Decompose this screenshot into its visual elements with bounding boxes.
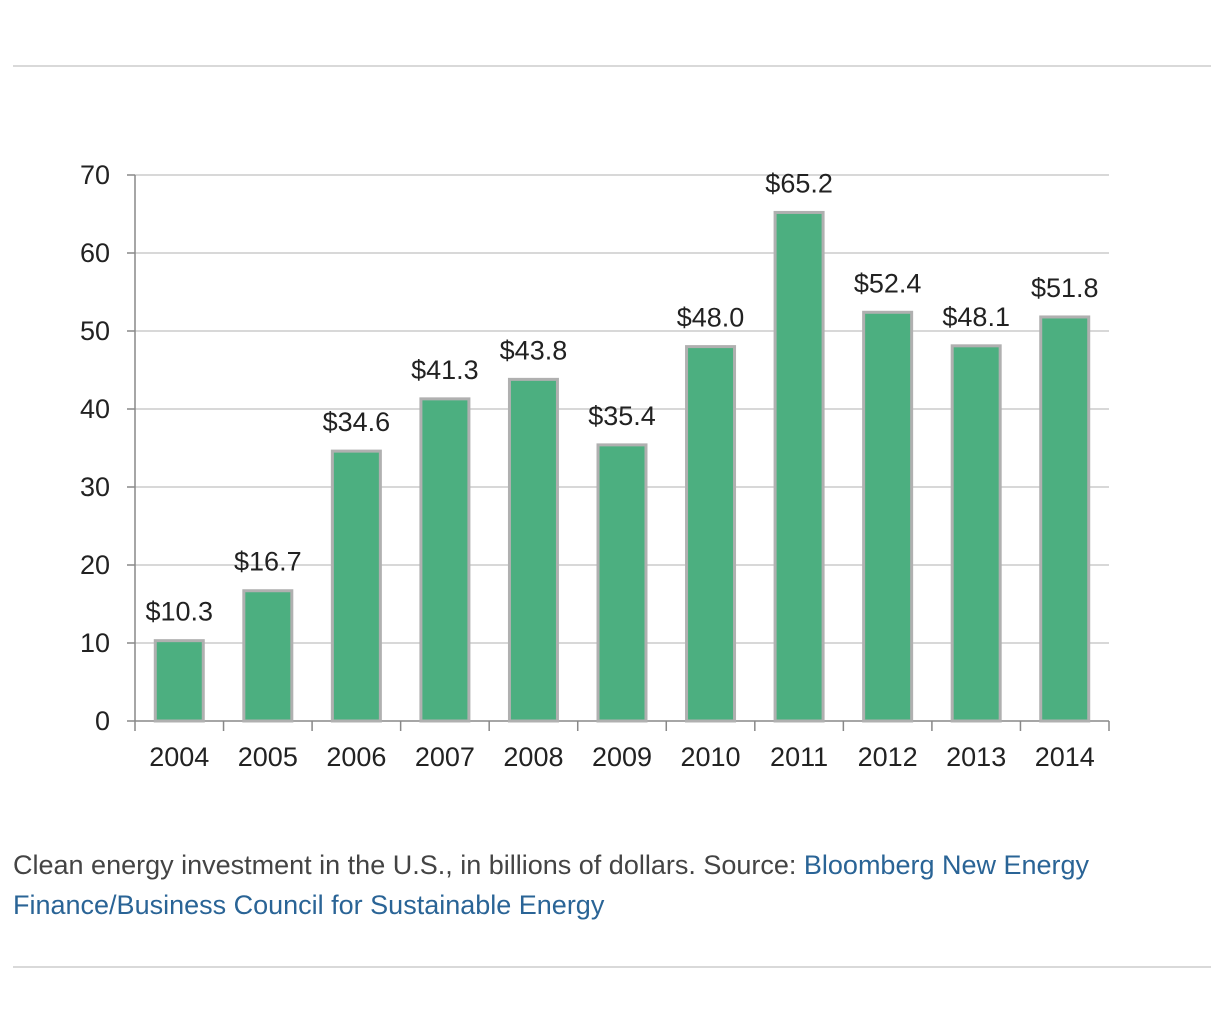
data-label-2012: $52.4 bbox=[854, 268, 922, 298]
figure-caption: Clean energy investment in the U.S., in … bbox=[13, 845, 1193, 925]
data-label-2011: $65.2 bbox=[765, 168, 833, 198]
x-tick-label-2006: 2006 bbox=[326, 742, 386, 772]
data-label-2004: $10.3 bbox=[145, 597, 213, 627]
x-tick-label-2012: 2012 bbox=[858, 742, 918, 772]
x-tick-label-2010: 2010 bbox=[681, 742, 741, 772]
bottom-divider bbox=[13, 966, 1211, 968]
data-label-2008: $43.8 bbox=[500, 335, 568, 365]
data-label-2013: $48.1 bbox=[942, 302, 1010, 332]
x-tick-label-2008: 2008 bbox=[503, 742, 563, 772]
data-label-2007: $41.3 bbox=[411, 355, 479, 385]
data-label-2005: $16.7 bbox=[234, 547, 302, 577]
y-tick-label: 50 bbox=[80, 316, 110, 346]
bar-2010 bbox=[685, 345, 737, 723]
caption-text: Clean energy investment in the U.S., in … bbox=[13, 850, 804, 880]
y-tick-label: 30 bbox=[80, 472, 110, 502]
source-link[interactable]: Bloomberg New Energy Finance/Business Co… bbox=[13, 850, 1090, 920]
x-tick-label-2009: 2009 bbox=[592, 742, 652, 772]
x-tick-label-2007: 2007 bbox=[415, 742, 475, 772]
x-tick-label-2013: 2013 bbox=[946, 742, 1006, 772]
x-tick-label-2011: 2011 bbox=[770, 742, 828, 772]
data-label-2006: $34.6 bbox=[323, 407, 391, 437]
bar-2011 bbox=[773, 210, 825, 723]
y-tick-label: 0 bbox=[95, 706, 110, 736]
y-tick-label: 70 bbox=[80, 160, 110, 190]
y-tick-label: 40 bbox=[80, 394, 110, 424]
bar-2007 bbox=[419, 397, 471, 723]
bar-2004 bbox=[153, 639, 205, 723]
y-tick-label: 10 bbox=[80, 628, 110, 658]
bar-2012 bbox=[862, 310, 914, 723]
top-divider bbox=[13, 65, 1211, 67]
x-tick-label-2004: 2004 bbox=[149, 742, 209, 772]
bar-chart: 0 10 20 30 40 50 60 70 $10.3 2004 $16.7 2005 $34.6 20… bbox=[0, 120, 1232, 820]
x-tick-label-2014: 2014 bbox=[1035, 742, 1095, 772]
chart-svg: 0 10 20 30 40 50 60 70 $10.3 2004 $16.7 2005 $34.6 20… bbox=[80, 160, 1110, 772]
data-label-2009: $35.4 bbox=[588, 401, 656, 431]
x-tick-label-2005: 2005 bbox=[238, 742, 298, 772]
y-tick-label: 60 bbox=[80, 238, 110, 268]
bar-2014 bbox=[1039, 315, 1091, 723]
bar-2009 bbox=[596, 443, 648, 723]
bar-2013 bbox=[950, 344, 1002, 723]
bar-2008 bbox=[507, 377, 559, 723]
bar-2006 bbox=[330, 449, 382, 723]
y-tick-label: 20 bbox=[80, 550, 110, 580]
data-label-2014: $51.8 bbox=[1031, 273, 1099, 303]
data-label-2010: $48.0 bbox=[677, 303, 745, 333]
bar-2005 bbox=[242, 589, 294, 723]
